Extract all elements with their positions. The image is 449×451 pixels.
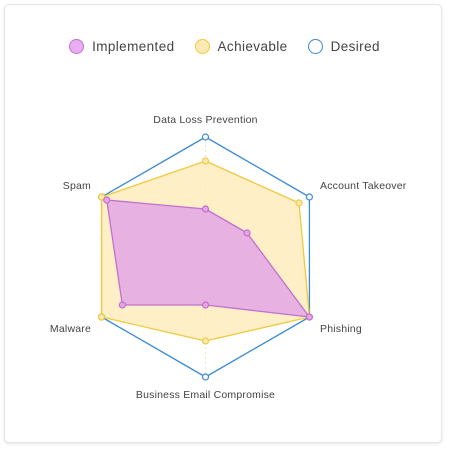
point-implemented-business-email-compromise[interactable] — [201, 301, 210, 309]
point-achievable-malware[interactable] — [97, 313, 106, 321]
point-desired-business-email-compromise[interactable] — [201, 373, 210, 381]
legend: Implemented Achievable Desired — [0, 34, 449, 58]
point-desired-account-takeover[interactable] — [305, 193, 314, 201]
point-achievable-data-loss-prevention[interactable] — [201, 157, 210, 165]
radar-points — [97, 133, 314, 381]
point-achievable-account-takeover[interactable] — [295, 199, 303, 207]
legend-label-achievable: Achievable — [217, 38, 288, 54]
axis-label-business-email-compromise: Business Email Compromise — [136, 389, 275, 401]
legend-item-desired[interactable]: Desired — [307, 38, 380, 54]
axis-label-malware: Malware — [50, 323, 91, 335]
legend-item-implemented[interactable]: Implemented — [69, 38, 175, 54]
point-implemented-spam[interactable] — [103, 196, 111, 204]
point-implemented-account-takeover[interactable] — [243, 229, 251, 237]
axis-label-spam: Spam — [63, 180, 91, 192]
legend-swatch-implemented — [69, 38, 85, 54]
point-implemented-malware[interactable] — [118, 301, 126, 309]
point-implemented-phishing[interactable] — [305, 313, 314, 321]
point-implemented-data-loss-prevention[interactable] — [201, 205, 210, 213]
legend-swatch-achievable — [194, 38, 210, 54]
axis-label-phishing: Phishing — [320, 323, 362, 335]
legend-item-achievable[interactable]: Achievable — [194, 38, 288, 54]
point-achievable-business-email-compromise[interactable] — [201, 337, 210, 345]
legend-swatch-desired — [307, 38, 323, 54]
axis-label-data-loss-prevention: Data Loss Prevention — [153, 114, 257, 126]
point-desired-data-loss-prevention[interactable] — [201, 133, 210, 141]
legend-label-implemented: Implemented — [92, 38, 175, 54]
legend-label-desired: Desired — [330, 38, 380, 54]
point-achievable-spam[interactable] — [97, 193, 106, 201]
axis-label-account-takeover: Account Takeover — [320, 180, 407, 192]
